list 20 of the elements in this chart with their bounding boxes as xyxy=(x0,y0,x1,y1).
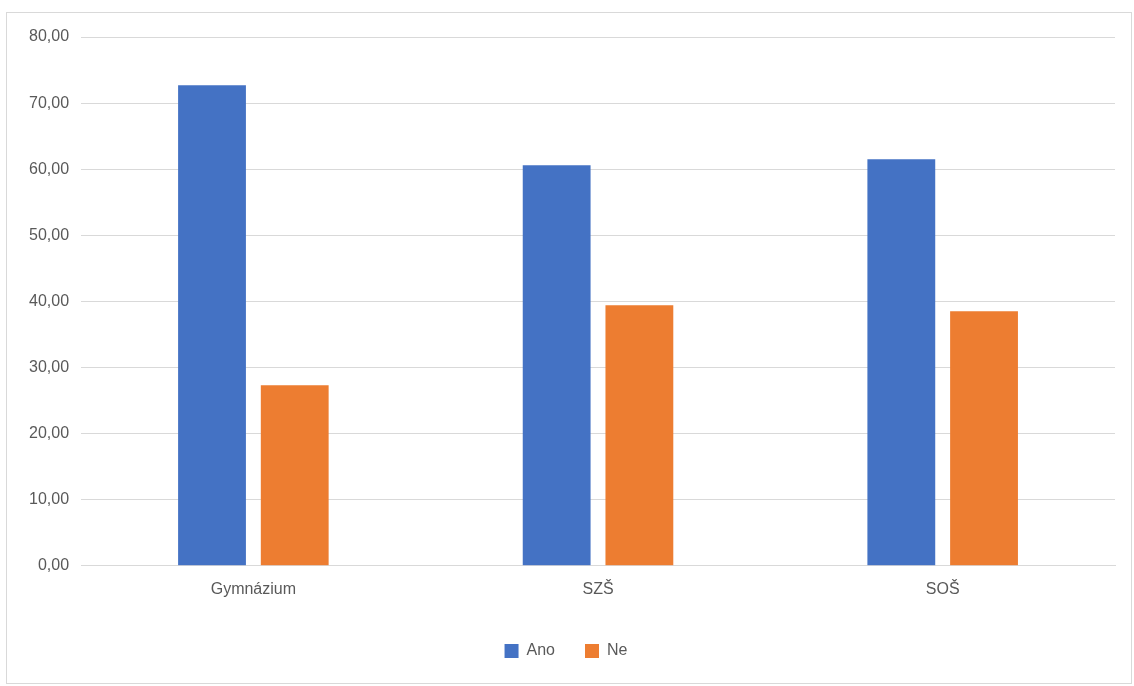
x-tick-label: Gymnázium xyxy=(210,579,297,597)
y-tick-label: 50,00 xyxy=(28,225,70,243)
x-tick-label: SZŠ xyxy=(582,578,614,597)
legend-label: Ne xyxy=(607,641,628,659)
bar xyxy=(867,159,936,566)
x-tick-label: SOŠ xyxy=(925,578,960,597)
y-tick-label: 80,00 xyxy=(28,27,70,45)
y-tick-label: 40,00 xyxy=(28,291,70,309)
y-tick-label: 70,00 xyxy=(28,93,70,111)
bar xyxy=(605,305,674,566)
y-tick-label: 20,00 xyxy=(28,424,70,442)
bar xyxy=(950,311,1018,566)
bar xyxy=(178,85,246,566)
legend-label: Ano xyxy=(526,641,556,659)
bar xyxy=(522,165,591,566)
bar xyxy=(260,385,329,566)
y-tick-label: 0,00 xyxy=(37,556,70,574)
y-tick-label: 10,00 xyxy=(28,490,70,508)
y-tick-label: 30,00 xyxy=(28,357,70,375)
y-tick-label: 60,00 xyxy=(28,159,70,177)
